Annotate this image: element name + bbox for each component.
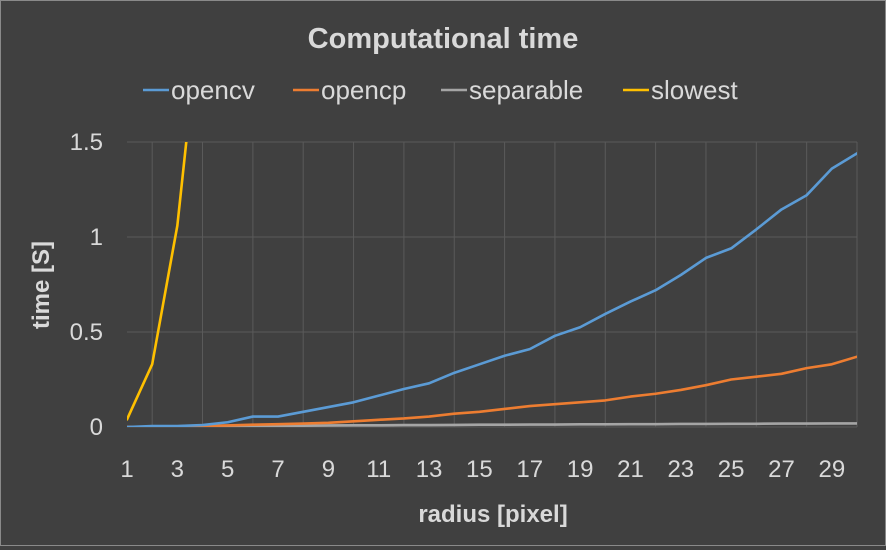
x-tick-label: 11 xyxy=(366,456,391,483)
series-lines xyxy=(127,1,857,427)
x-tick-label: 1 xyxy=(120,456,133,483)
x-axis-title: radius [pixel] xyxy=(418,501,567,528)
y-tick-label: 0.5 xyxy=(70,319,103,346)
y-axis-ticks: 0 0.5 1 1.5 xyxy=(70,129,103,441)
series-line-slowest xyxy=(127,1,203,419)
series-line-opencv xyxy=(127,153,857,427)
series-line-opencp xyxy=(127,357,857,427)
legend-label-slowest: slowest xyxy=(651,75,738,105)
y-tick-label: 1.5 xyxy=(70,129,103,156)
x-tick-label: 7 xyxy=(271,456,284,483)
legend-label-separable: separable xyxy=(469,75,583,105)
legend-label-opencp: opencp xyxy=(321,75,406,105)
gridlines xyxy=(127,142,857,427)
y-axis-title: time [S] xyxy=(28,241,55,329)
x-tick-label: 25 xyxy=(718,456,745,483)
x-axis-ticks: 1 3 5 7 9 11 13 15 17 19 21 23 25 27 29 xyxy=(120,456,845,483)
x-tick-label: 9 xyxy=(322,456,335,483)
legend-label-opencv: opencv xyxy=(171,75,255,105)
x-tick-label: 29 xyxy=(818,456,845,483)
x-tick-label: 15 xyxy=(466,456,493,483)
x-tick-label: 13 xyxy=(416,456,443,483)
y-tick-label: 1 xyxy=(90,224,103,251)
y-tick-label: 0 xyxy=(90,414,103,441)
x-tick-label: 5 xyxy=(221,456,234,483)
legend: opencv opencp separable slowest xyxy=(143,75,738,105)
x-tick-label: 17 xyxy=(516,456,543,483)
x-tick-label: 27 xyxy=(768,456,795,483)
x-tick-label: 23 xyxy=(667,456,694,483)
x-tick-label: 3 xyxy=(171,456,184,483)
x-tick-label: 19 xyxy=(567,456,594,483)
x-tick-label: 21 xyxy=(617,456,644,483)
chart-title: Computational time xyxy=(308,23,579,55)
